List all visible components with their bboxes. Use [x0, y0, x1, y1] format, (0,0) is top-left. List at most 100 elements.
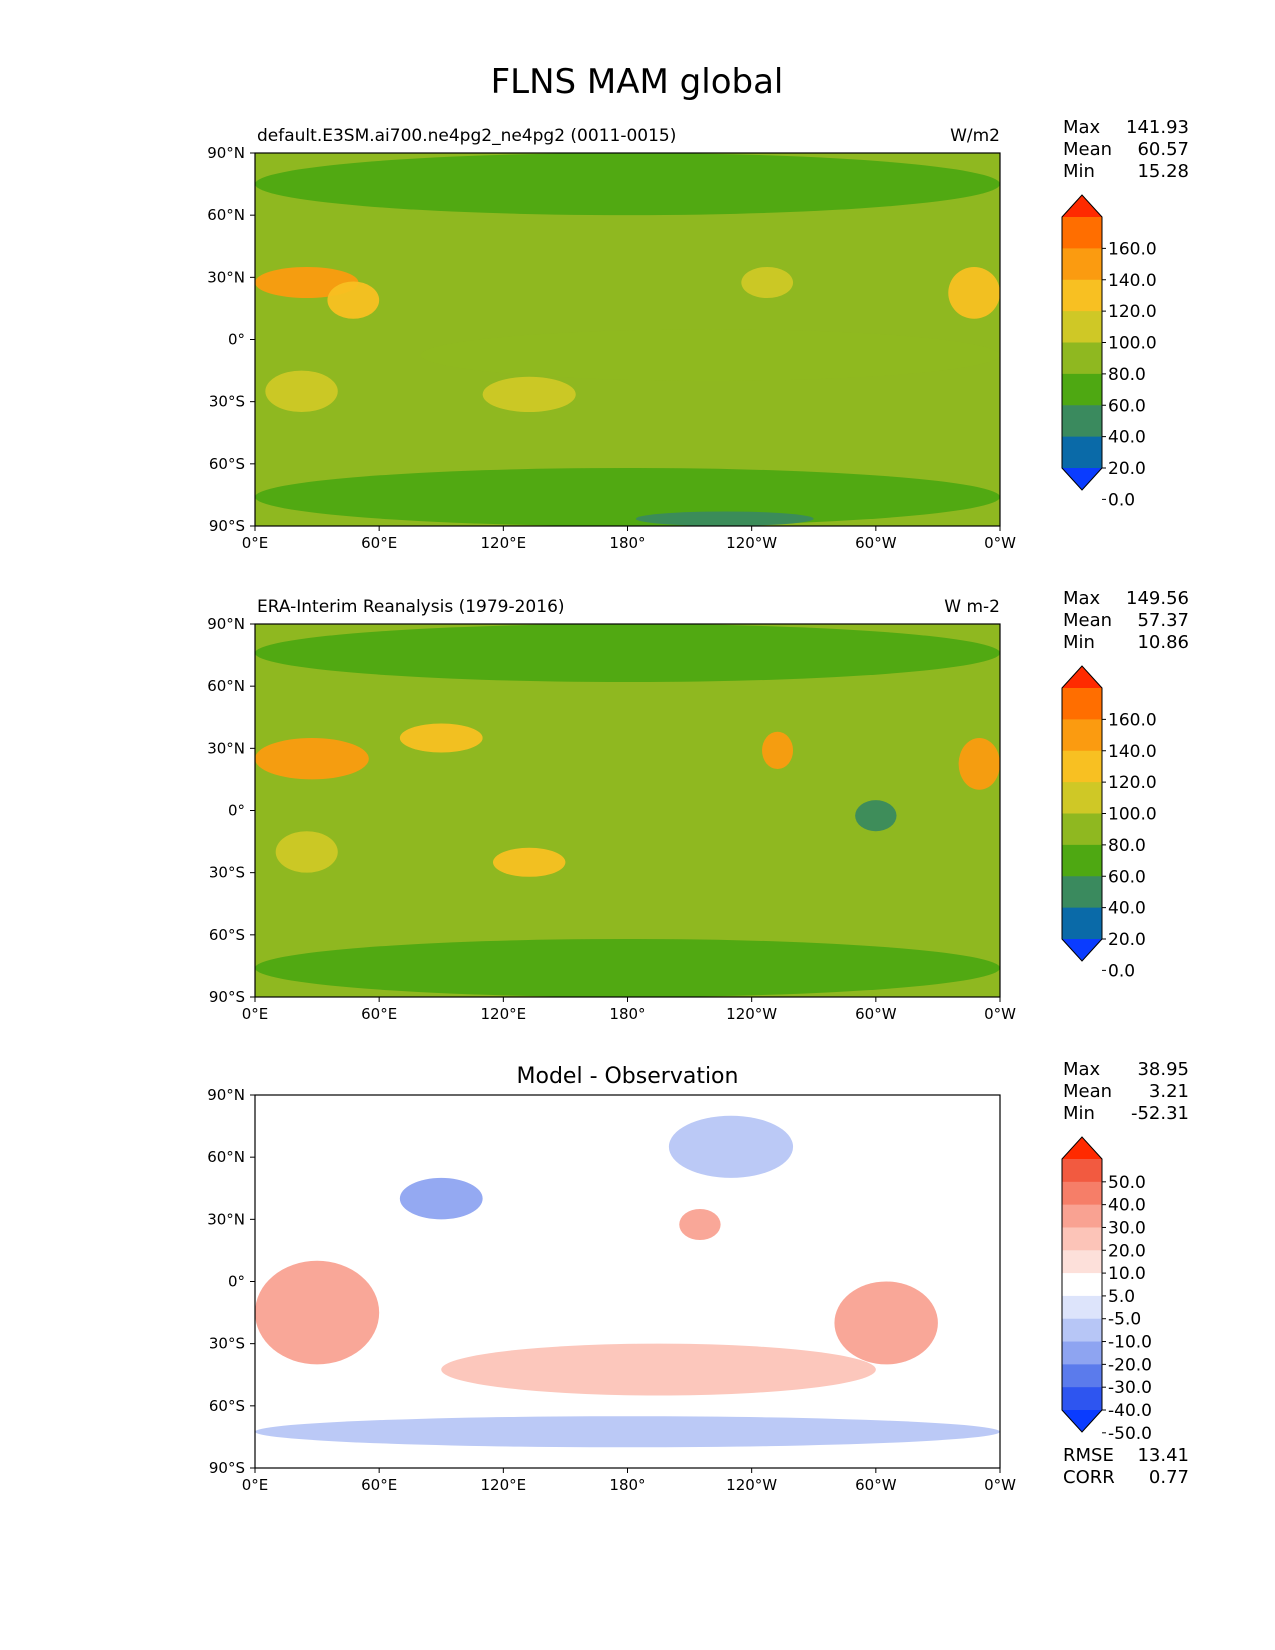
colorbar-extend-min	[1062, 1410, 1102, 1432]
colorbar-segment	[1062, 436, 1102, 469]
panel-title-center: Model - Observation	[517, 1064, 739, 1089]
colorbar-label: 120.0	[1108, 773, 1157, 793]
x-tick-label: 0°W	[984, 534, 1016, 552]
y-tick-label: 60°N	[207, 677, 245, 695]
y-tick-label: 30°N	[207, 268, 245, 286]
field-region	[762, 731, 794, 770]
colorbar-segment	[1062, 1181, 1102, 1206]
field-region	[327, 281, 380, 319]
y-tick-label: 60°S	[209, 926, 245, 944]
colorbar-segment	[1062, 1204, 1102, 1228]
stat-value: 141.93	[1126, 117, 1189, 138]
colorbar-segment	[1062, 813, 1102, 846]
colorbar-label: 10.0	[1108, 1264, 1146, 1284]
colorbar-segment	[1062, 1295, 1102, 1320]
colorbar-extend-max	[1062, 195, 1102, 217]
x-tick-label: 120°E	[481, 1005, 527, 1023]
y-tick-label: 0°	[228, 1273, 245, 1291]
panel-units: W m-2	[944, 597, 1000, 617]
colorbar-segment	[1062, 279, 1102, 312]
field-region	[855, 800, 897, 832]
y-tick-label: 60°S	[209, 1397, 245, 1415]
colorbar-label: 160.0	[1108, 239, 1157, 259]
y-tick-label: 0°	[228, 802, 245, 820]
colorbar-segment	[1062, 844, 1102, 877]
colorbar-label: 40.0	[1108, 899, 1146, 919]
colorbar: 160.0 140.0 120.0 100.0 80.0 60.0 40.0 20.0 0.0	[1061, 194, 1157, 510]
colorbar-segment	[1062, 688, 1102, 720]
field-region	[420, 329, 1000, 381]
panel-title-left: default.E3SM.ai700.ne4pg2_ne4pg2 (0011-0…	[257, 126, 676, 146]
y-tick-label: 90°S	[209, 988, 245, 1006]
colorbar-segment	[1062, 248, 1102, 281]
field-region	[679, 1208, 721, 1241]
field-region	[265, 370, 338, 413]
colorbar-segment	[1062, 750, 1102, 783]
y-tick-label: 90°S	[209, 517, 245, 535]
y-tick-label: 60°N	[207, 206, 245, 224]
field-region	[834, 1281, 938, 1365]
colorbar-label: 60.0	[1108, 867, 1146, 887]
colorbar-label: -10.0	[1108, 1333, 1152, 1353]
x-tick-label: 60°W	[855, 1005, 897, 1023]
field-region	[255, 737, 369, 780]
map-panel-reference: 0°E 60°E 120°E 180° 120°W 60°W 0°W 90°N 60°N 30°N…	[207, 588, 1189, 1023]
panel-units: W/m2	[950, 126, 1000, 146]
colorbar-segment	[1062, 311, 1102, 343]
colorbar-label: -30.0	[1108, 1378, 1152, 1398]
x-tick-label: 180°	[609, 534, 645, 552]
colorbar: 160.0 140.0 120.0 100.0 80.0 60.0 40.0 20.0 0.0	[1061, 665, 1157, 981]
map-panel-difference: 0°E 60°E 120°E 180° 120°W 60°W 0°W 90°N 60°N 30°N…	[207, 1059, 1189, 1494]
panel-title-left: ERA-Interim Reanalysis (1979-2016)	[257, 597, 565, 617]
y-tick-label: 0°	[228, 331, 245, 349]
colorbar-segment	[1062, 876, 1102, 909]
y-tick-label: 60°S	[209, 455, 245, 473]
stat-label: Min	[1063, 1103, 1095, 1124]
field-layer	[255, 153, 1000, 526]
stat-label: Mean	[1063, 139, 1112, 160]
stat-value: 149.56	[1126, 588, 1189, 609]
y-tick-label: 90°N	[207, 1086, 245, 1104]
colorbar-label: 20.0	[1108, 459, 1146, 479]
y-tick-label: 90°S	[209, 1459, 245, 1477]
colorbar-segment	[1062, 405, 1102, 438]
x-tick-label: 120°E	[481, 1476, 527, 1494]
colorbar-segment	[1062, 1250, 1102, 1274]
y-tick-label: 30°S	[209, 864, 245, 882]
field-region	[275, 831, 338, 873]
x-tick-label: 0°W	[984, 1005, 1016, 1023]
stat-value: 57.37	[1137, 610, 1189, 631]
colorbar-segment	[1062, 1227, 1102, 1251]
colorbar-segment	[1062, 907, 1102, 940]
x-tick-label: 120°W	[726, 534, 777, 552]
colorbar-segment	[1062, 782, 1102, 814]
x-tick-label: 0°W	[984, 1476, 1016, 1494]
x-tick-label: 120°E	[481, 534, 527, 552]
x-tick-label: 0°E	[242, 1005, 269, 1023]
stat-label: Min	[1063, 161, 1095, 182]
colorbar-extend-min	[1062, 939, 1102, 961]
field-region	[741, 266, 794, 299]
x-tick-label: 60°W	[855, 1476, 897, 1494]
colorbar-label: 20.0	[1108, 1241, 1146, 1261]
x-tick-label: 0°E	[242, 1476, 269, 1494]
colorbar-segment	[1062, 373, 1102, 406]
colorbar-label: 40.0	[1108, 1196, 1146, 1216]
stat-value: 60.57	[1137, 139, 1189, 160]
field-region	[441, 1343, 876, 1396]
stat-value: 3.21	[1149, 1081, 1189, 1102]
field-region	[958, 737, 1000, 790]
x-tick-label: 180°	[609, 1005, 645, 1023]
y-tick-label: 90°N	[207, 144, 245, 162]
stat-label: CORR	[1063, 1467, 1115, 1488]
stat-label: Mean	[1063, 1081, 1112, 1102]
colorbar-segment	[1062, 1341, 1102, 1365]
x-tick-label: 60°E	[361, 534, 397, 552]
colorbar-segment	[1062, 1273, 1102, 1297]
x-tick-label: 120°W	[726, 1476, 777, 1494]
field-region	[255, 153, 1000, 216]
colorbar-label: 140.0	[1108, 742, 1157, 762]
x-tick-label: 60°E	[361, 1005, 397, 1023]
map-panel-test: 0°E 60°E 120°E 180° 120°W 60°W 0°W 90°N 60°N 30°N…	[207, 117, 1189, 552]
colorbar-label: 30.0	[1108, 1218, 1146, 1238]
